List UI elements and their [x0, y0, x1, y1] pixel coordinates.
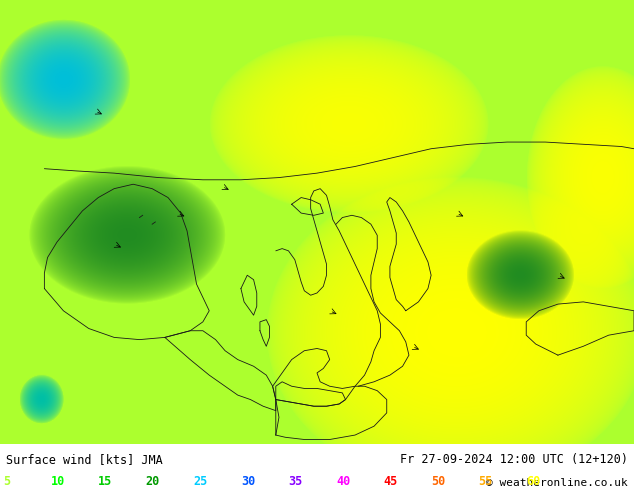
- Text: 5: 5: [3, 475, 10, 488]
- Text: 30: 30: [241, 475, 255, 488]
- Text: 60: 60: [526, 475, 540, 488]
- Text: © weatheronline.co.uk: © weatheronline.co.uk: [486, 478, 628, 488]
- Text: 40: 40: [336, 475, 350, 488]
- Text: 10: 10: [51, 475, 65, 488]
- Text: 20: 20: [146, 475, 160, 488]
- Text: 55: 55: [479, 475, 493, 488]
- Text: 45: 45: [384, 475, 398, 488]
- Text: 35: 35: [288, 475, 302, 488]
- Text: Fr 27-09-2024 12:00 UTC (12+120): Fr 27-09-2024 12:00 UTC (12+120): [399, 453, 628, 466]
- Text: 15: 15: [98, 475, 112, 488]
- Text: 25: 25: [193, 475, 207, 488]
- Text: 50: 50: [431, 475, 445, 488]
- Text: Surface wind [kts] JMA: Surface wind [kts] JMA: [6, 453, 163, 466]
